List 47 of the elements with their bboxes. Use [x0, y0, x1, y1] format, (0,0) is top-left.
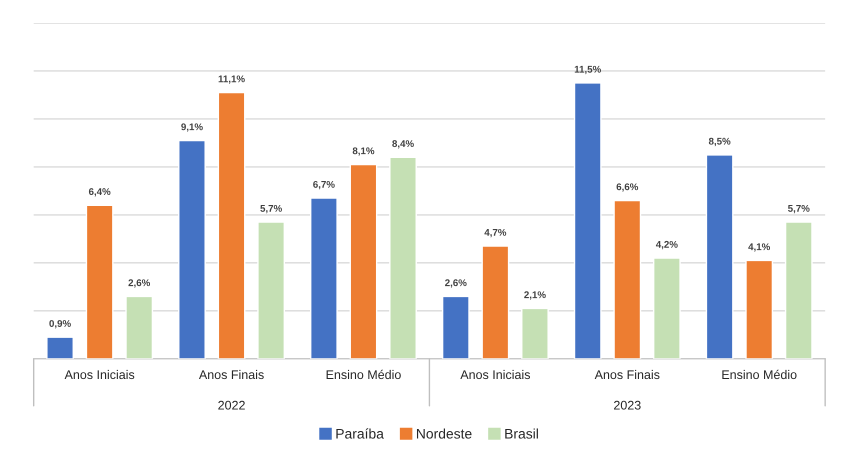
bar: [706, 154, 734, 359]
bar: [310, 197, 338, 359]
x-tick-label: Ensino Médio: [326, 370, 401, 380]
data-label: 4,7%: [484, 228, 506, 238]
data-label: 11,5%: [574, 66, 601, 74]
data-label: 6,4%: [88, 188, 110, 196]
bar: [442, 296, 470, 359]
x-tick-label: Anos Finais: [198, 370, 264, 380]
bar: [574, 82, 602, 359]
bar: [257, 221, 286, 359]
data-label: 2,6%: [445, 279, 467, 288]
data-label: 2,6%: [128, 279, 150, 288]
x-tick-label: Anos Finais: [594, 370, 660, 380]
bar: [218, 92, 246, 359]
bar: [389, 156, 417, 359]
data-label: 5,7%: [788, 204, 810, 214]
data-label: 4,2%: [656, 240, 678, 250]
x-tick-label: Anos Iniciais: [64, 370, 134, 380]
data-label: 6,7%: [313, 180, 335, 190]
bar: [481, 245, 510, 359]
data-label: 8,1%: [352, 147, 374, 156]
bar: [652, 257, 681, 359]
bar: [784, 221, 813, 359]
data-label: 8,5%: [708, 138, 730, 146]
x-tick-label: Ensino Médio: [722, 370, 797, 380]
legend-label: Nordeste: [416, 428, 472, 439]
text: 2023: [614, 400, 641, 410]
data-label: 8,4%: [392, 140, 414, 148]
bar: [350, 164, 378, 359]
data-label: 4,1%: [748, 243, 770, 252]
bar: [125, 296, 154, 359]
data-label: 11,1%: [218, 75, 245, 84]
data-label: 0,9%: [49, 320, 71, 328]
data-label: 6,6%: [616, 183, 638, 192]
legend-label: Paraíba: [336, 428, 384, 439]
bar: [46, 336, 74, 359]
bar: [745, 260, 774, 359]
data-label: 2,1%: [524, 291, 546, 300]
data-label: 9,1%: [181, 123, 203, 132]
bar: [86, 204, 114, 359]
bar: [613, 200, 642, 359]
bar: [521, 308, 549, 359]
bar: [178, 140, 206, 359]
data-label: 5,7%: [260, 204, 282, 214]
text: 2022: [218, 400, 245, 410]
legend-label: Brasil: [505, 428, 538, 439]
x-tick-label: Anos Iniciais: [460, 370, 530, 380]
